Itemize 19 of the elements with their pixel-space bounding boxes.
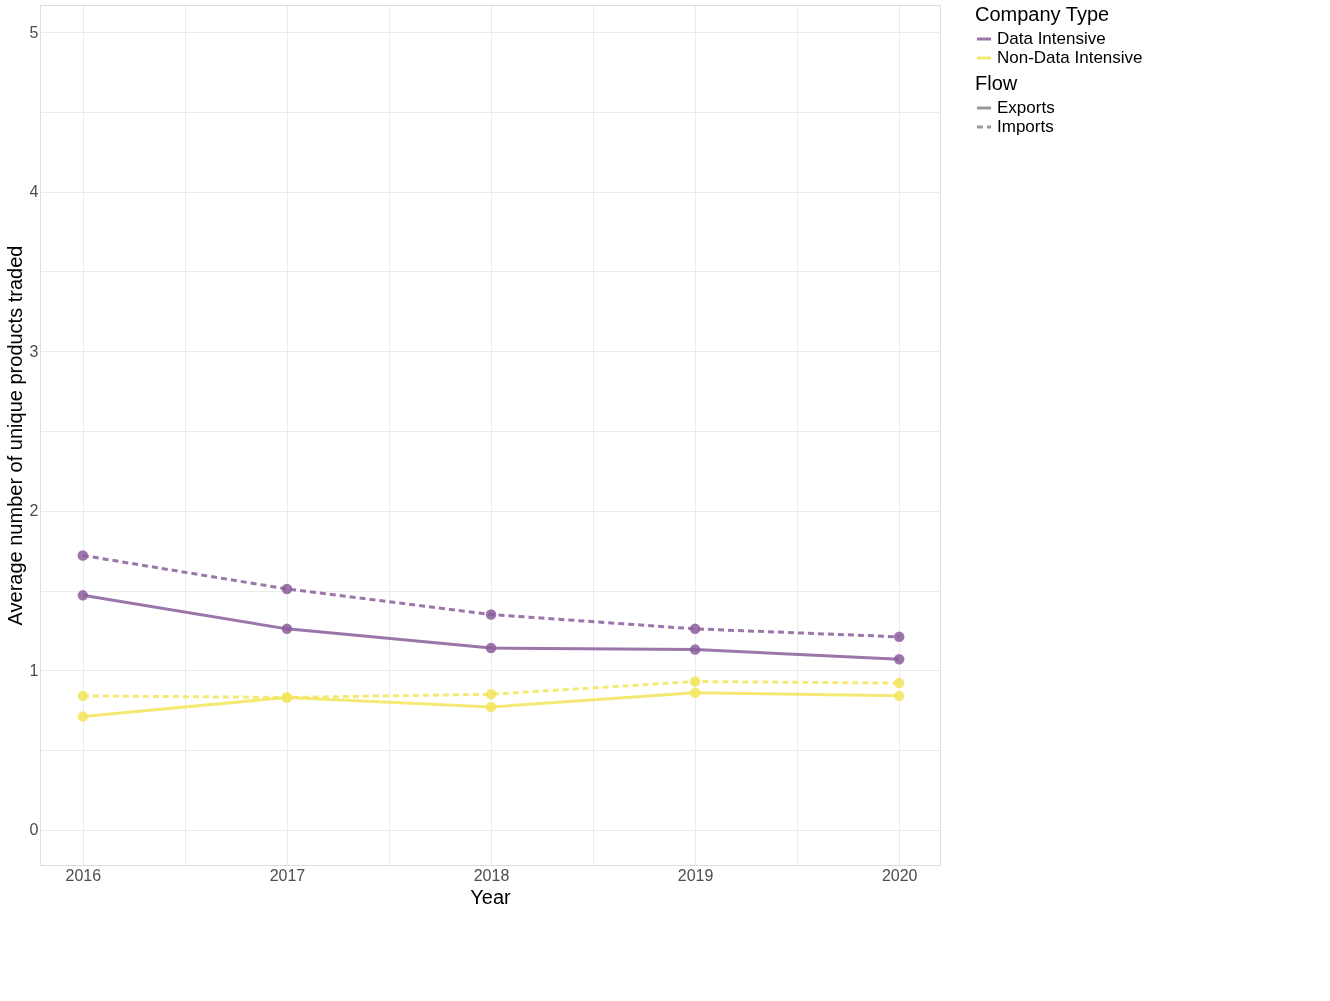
x-tick-label: 2019 (677, 866, 714, 884)
legend-label: Non-Data Intensive (997, 48, 1143, 67)
legend-title: Company Type (975, 3, 1110, 25)
legend-label: Data Intensive (997, 29, 1106, 48)
x-tick-label: 2020 (881, 866, 918, 884)
y-tick-label: 2 (29, 502, 39, 520)
x-tick-label: 2016 (65, 866, 102, 884)
x-tick-label: 2017 (269, 866, 306, 884)
y-tick-label: 3 (29, 342, 39, 360)
y-tick-label: 4 (29, 183, 39, 201)
y-tick-label: 1 (29, 661, 39, 679)
x-axis-title: Year (470, 885, 512, 908)
text: Imports (997, 117, 1054, 136)
y-axis-title: Average number of unique products traded (3, 245, 26, 626)
x-tick-label: 2018 (473, 866, 510, 884)
y-tick-label: 5 (29, 23, 39, 41)
text: Exports (997, 98, 1055, 117)
text: Flow (975, 72, 1018, 94)
y-tick-label: 0 (29, 821, 39, 839)
